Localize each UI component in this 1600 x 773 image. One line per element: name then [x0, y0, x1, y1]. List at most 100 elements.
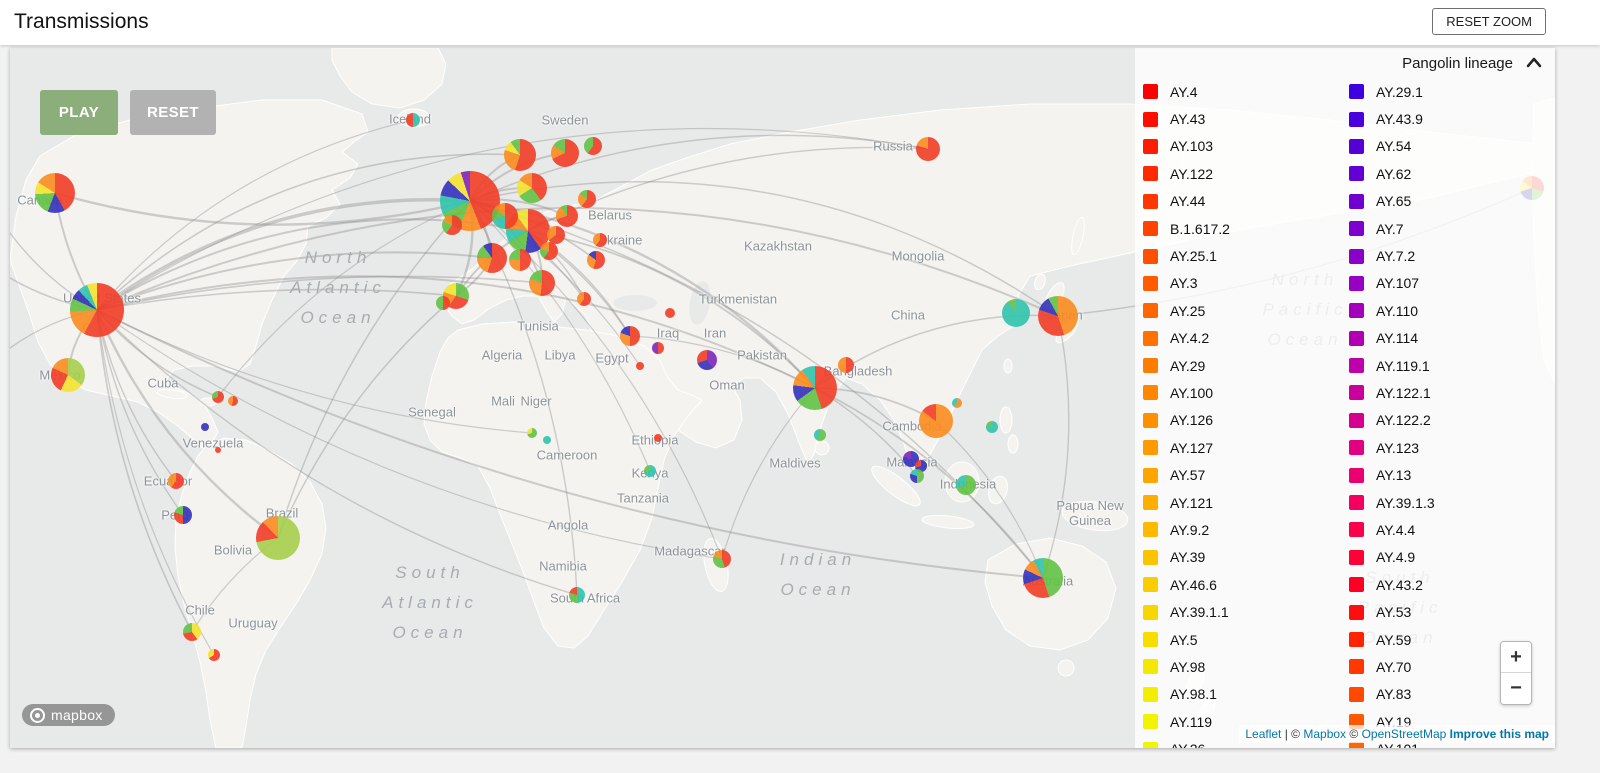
legend-row[interactable]: AY.39.1.1 — [1143, 598, 1349, 625]
legend-row[interactable]: AY.107 — [1349, 270, 1555, 297]
pie-south-africa[interactable] — [569, 587, 585, 603]
pie-middle-east[interactable] — [697, 350, 717, 370]
pie-italy[interactable] — [529, 270, 555, 296]
collapse-legend-icon[interactable] — [1523, 52, 1545, 74]
pie-poland[interactable] — [556, 205, 578, 227]
pie-russia[interactable] — [916, 137, 940, 161]
legend-row[interactable]: AY.4.4 — [1349, 516, 1555, 543]
pie-bangladesh[interactable] — [838, 357, 854, 373]
pie-iceland[interactable] — [406, 113, 420, 127]
pie-cuba-2[interactable] — [228, 396, 238, 406]
legend-row[interactable]: AY.122 — [1143, 160, 1349, 187]
legend-row[interactable]: AY.127 — [1143, 434, 1349, 461]
legend-row[interactable]: AY.5 — [1143, 626, 1349, 653]
pie-finland[interactable] — [584, 137, 602, 155]
pie-norway[interactable] — [504, 139, 536, 171]
legend-row[interactable]: AY.3 — [1143, 270, 1349, 297]
legend-row[interactable]: AY.119.1 — [1349, 352, 1555, 379]
pie-ethiopia[interactable] — [654, 434, 662, 442]
pie-levant[interactable] — [652, 342, 664, 354]
pie-canada[interactable] — [35, 173, 75, 213]
legend-row[interactable]: AY.119 — [1143, 708, 1349, 735]
legend-row[interactable]: AY.9.2 — [1143, 516, 1349, 543]
legend-row[interactable]: AY.121 — [1143, 489, 1349, 516]
pie-ukraine[interactable] — [593, 233, 607, 247]
legend-row[interactable]: AY.62 — [1349, 160, 1555, 187]
pie-caucasus[interactable] — [665, 308, 675, 318]
pie-austria[interactable] — [540, 242, 558, 260]
pie-czechia[interactable] — [547, 226, 565, 244]
legend-row[interactable]: AY.43.9 — [1349, 105, 1555, 132]
legend-row[interactable]: AY.26 — [1143, 735, 1349, 748]
pie-benelux[interactable] — [492, 203, 518, 229]
mapbox-link[interactable]: Mapbox — [1303, 727, 1347, 741]
pie-vietnam[interactable] — [952, 398, 962, 408]
reset-button[interactable]: RESET — [130, 90, 216, 135]
pie-portugal[interactable] — [436, 296, 450, 310]
legend-row[interactable]: AY.59 — [1349, 626, 1555, 653]
pie-india[interactable] — [793, 366, 837, 410]
legend-row[interactable]: AY.4.2 — [1143, 325, 1349, 352]
legend-row[interactable]: AY.126 — [1143, 407, 1349, 434]
pie-madagascar[interactable] — [713, 550, 731, 568]
pie-colombia[interactable] — [215, 447, 221, 453]
pie-sri-lanka[interactable] — [814, 429, 826, 441]
legend-row[interactable]: AY.29.1 — [1349, 78, 1555, 105]
legend-row[interactable]: AY.4 — [1143, 78, 1349, 105]
pie-sweden[interactable] — [551, 139, 579, 167]
pie-singapore[interactable] — [910, 469, 924, 483]
legend-row[interactable]: AY.4.9 — [1349, 544, 1555, 571]
pie-egypt[interactable] — [636, 362, 644, 370]
pie-japan[interactable] — [1038, 296, 1078, 336]
pie-brazil[interactable] — [256, 516, 300, 560]
pie-kenya[interactable] — [644, 465, 656, 477]
legend-row[interactable]: AY.25 — [1143, 297, 1349, 324]
zoom-in-button[interactable]: + — [1501, 642, 1531, 673]
play-button[interactable]: PLAY — [40, 90, 118, 135]
legend-row[interactable]: AY.25.1 — [1143, 242, 1349, 269]
legend-row[interactable]: AY.53 — [1349, 598, 1555, 625]
legend-row[interactable]: AY.103 — [1143, 133, 1349, 160]
openstreetmap-link[interactable]: OpenStreetMap — [1361, 727, 1447, 741]
pie-denmark[interactable] — [517, 173, 547, 203]
pie-ecuador[interactable] — [168, 473, 184, 489]
legend-row[interactable]: AY.122.2 — [1349, 407, 1555, 434]
mapbox-logo[interactable]: mapbox — [22, 704, 115, 726]
pie-south-korea[interactable] — [1002, 299, 1030, 327]
legend-row[interactable]: AY.114 — [1349, 325, 1555, 352]
pie-romania[interactable] — [587, 251, 605, 269]
pie-argentina[interactable] — [208, 649, 220, 661]
pie-caribbean[interactable] — [201, 423, 209, 431]
zoom-out-button[interactable]: − — [1501, 673, 1531, 704]
legend-row[interactable]: AY.83 — [1349, 681, 1555, 708]
legend-row[interactable]: AY.123 — [1349, 434, 1555, 461]
legend-row[interactable]: AY.98.1 — [1143, 681, 1349, 708]
legend-row[interactable]: AY.39 — [1143, 544, 1349, 571]
pie-indonesia[interactable] — [956, 475, 976, 495]
legend-row[interactable]: AY.57 — [1143, 461, 1349, 488]
legend-row[interactable]: AY.101 — [1349, 735, 1555, 748]
legend-row[interactable]: AY.7.2 — [1349, 242, 1555, 269]
pie-cuba-1[interactable] — [212, 391, 224, 403]
legend-row[interactable]: AY.110 — [1349, 297, 1555, 324]
pie-united-states[interactable] — [70, 283, 124, 337]
legend-row[interactable]: AY.43 — [1143, 105, 1349, 132]
improve-map-link[interactable]: Improve this map — [1449, 727, 1549, 741]
pie-thailand-cambodia[interactable] — [919, 404, 953, 438]
pie-west-africa-2[interactable] — [543, 436, 551, 444]
pie-greece[interactable] — [577, 292, 591, 306]
pie-switzerland[interactable] — [509, 249, 531, 271]
legend-row[interactable]: B.1.617.2 — [1143, 215, 1349, 242]
pie-peru[interactable] — [174, 506, 192, 524]
legend-row[interactable]: AY.43.2 — [1349, 571, 1555, 598]
pie-turkey[interactable] — [620, 326, 640, 346]
legend-row[interactable]: AY.44 — [1143, 188, 1349, 215]
pie-baltics[interactable] — [578, 190, 596, 208]
legend-row[interactable]: AY.100 — [1143, 379, 1349, 406]
legend-row[interactable]: AY.122.1 — [1349, 379, 1555, 406]
legend-row[interactable]: AY.7 — [1349, 215, 1555, 242]
pie-mexico[interactable] — [51, 358, 85, 392]
pie-west-africa-1[interactable] — [527, 428, 537, 438]
legend-row[interactable]: AY.98 — [1143, 653, 1349, 680]
legend-row[interactable]: AY.70 — [1349, 653, 1555, 680]
